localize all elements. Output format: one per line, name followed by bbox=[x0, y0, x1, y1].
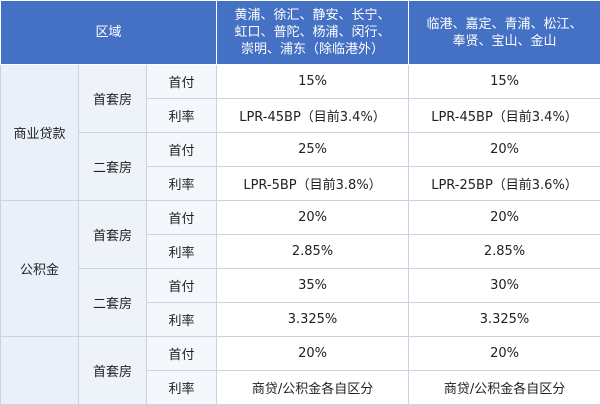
zone-b-header: 临港、嘉定、青浦、松江、 奉贤、宝山、金山 bbox=[409, 1, 600, 65]
zone-b-line: 奉贤、宝山、金山 bbox=[409, 33, 600, 50]
down-payment-label: 首付 bbox=[147, 201, 217, 235]
zone-b-value: LPR-25BP（目前3.6%） bbox=[409, 167, 600, 201]
table-row: 商业贷款 首套房 首付 15% 15% bbox=[1, 65, 600, 99]
table-row: 二套房 首付 25% 20% bbox=[1, 133, 600, 167]
combo-loan-label bbox=[1, 337, 79, 405]
rate-label: 利率 bbox=[147, 235, 217, 269]
zone-a-value: 25% bbox=[217, 133, 409, 167]
zone-a-value: 20% bbox=[217, 337, 409, 371]
down-payment-label: 首付 bbox=[147, 269, 217, 303]
zone-a-header: 黄浦、徐汇、静安、长宁、 虹口、普陀、杨浦、闵行、 崇明、浦东（除临港外） bbox=[217, 1, 409, 65]
rate-label: 利率 bbox=[147, 303, 217, 337]
down-payment-label: 首付 bbox=[147, 65, 217, 99]
zone-b-value: 30% bbox=[409, 269, 600, 303]
first-home-label: 首套房 bbox=[79, 65, 147, 133]
zone-a-line: 崇明、浦东（除临港外） bbox=[217, 41, 408, 58]
rate-label: 利率 bbox=[147, 99, 217, 133]
zone-a-value: 20% bbox=[217, 201, 409, 235]
zone-b-value: 15% bbox=[409, 65, 600, 99]
zone-a-value: LPR-5BP（目前3.8%） bbox=[217, 167, 409, 201]
table-row: 公积金 首套房 首付 20% 20% bbox=[1, 201, 600, 235]
zone-a-value: 3.325% bbox=[217, 303, 409, 337]
second-home-label: 二套房 bbox=[79, 133, 147, 201]
zone-a-value: 15% bbox=[217, 65, 409, 99]
table-row: 二套房 首付 35% 30% bbox=[1, 269, 600, 303]
first-home-label: 首套房 bbox=[79, 337, 147, 405]
rate-label: 利率 bbox=[147, 167, 217, 201]
zone-b-value: 商贷/公积金各自区分 bbox=[409, 371, 600, 405]
zone-a-value: 2.85% bbox=[217, 235, 409, 269]
zone-b-value: 20% bbox=[409, 133, 600, 167]
table-row: 首套房 首付 20% 20% bbox=[1, 337, 600, 371]
provident-fund-label: 公积金 bbox=[1, 201, 79, 337]
down-payment-label: 首付 bbox=[147, 337, 217, 371]
zone-b-value: 3.325% bbox=[409, 303, 600, 337]
zone-b-line: 临港、嘉定、青浦、松江、 bbox=[409, 16, 600, 33]
commercial-loan-label: 商业贷款 bbox=[1, 65, 79, 201]
rate-label: 利率 bbox=[147, 371, 217, 405]
zone-b-value: 20% bbox=[409, 337, 600, 371]
header-row: 区域 黄浦、徐汇、静安、长宁、 虹口、普陀、杨浦、闵行、 崇明、浦东（除临港外）… bbox=[1, 1, 600, 65]
zone-b-value: 2.85% bbox=[409, 235, 600, 269]
zone-a-value: LPR-45BP（目前3.4%） bbox=[217, 99, 409, 133]
zone-a-value: 商贷/公积金各自区分 bbox=[217, 371, 409, 405]
zone-a-line: 虹口、普陀、杨浦、闵行、 bbox=[217, 24, 408, 41]
down-payment-label: 首付 bbox=[147, 133, 217, 167]
first-home-label: 首套房 bbox=[79, 201, 147, 269]
zone-a-line: 黄浦、徐汇、静安、长宁、 bbox=[217, 7, 408, 24]
zone-a-value: 35% bbox=[217, 269, 409, 303]
zone-b-value: LPR-45BP（目前3.4%） bbox=[409, 99, 600, 133]
zone-b-value: 20% bbox=[409, 201, 600, 235]
region-header: 区域 bbox=[1, 1, 217, 65]
second-home-label: 二套房 bbox=[79, 269, 147, 337]
